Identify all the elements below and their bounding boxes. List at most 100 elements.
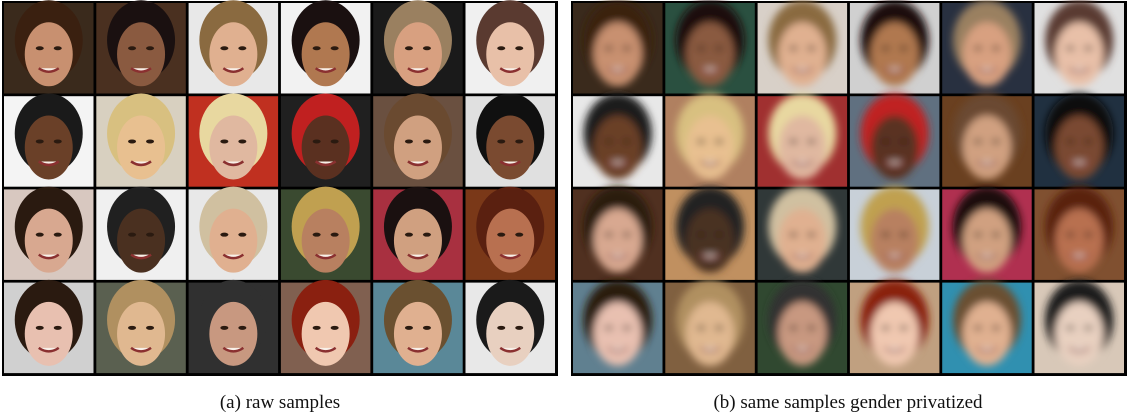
skin — [486, 22, 534, 86]
image-tile — [758, 187, 848, 280]
eye — [715, 326, 723, 330]
skin — [25, 302, 73, 366]
skin — [1055, 115, 1103, 179]
skin — [302, 209, 350, 273]
image-tile — [281, 187, 371, 280]
eye — [882, 233, 890, 237]
skin — [209, 22, 257, 86]
skin — [594, 115, 642, 179]
skin — [209, 302, 257, 366]
mouth — [131, 348, 151, 352]
eye — [807, 46, 815, 50]
mouth — [885, 161, 905, 165]
eye — [992, 233, 1000, 237]
eye — [882, 326, 890, 330]
image-tile — [665, 187, 755, 280]
mouth — [792, 161, 812, 165]
eye — [1084, 326, 1092, 330]
eye — [405, 326, 413, 330]
eye — [497, 233, 505, 237]
mouth — [500, 255, 520, 259]
mouth — [792, 68, 812, 72]
eye — [331, 46, 339, 50]
image-tile — [942, 280, 1031, 373]
mouth — [131, 68, 151, 72]
skin — [871, 115, 919, 179]
eye — [146, 233, 154, 237]
image-tile — [573, 187, 663, 280]
mouth — [1069, 68, 1089, 72]
image-tile — [189, 187, 279, 280]
image-tile — [373, 187, 463, 280]
skin — [394, 115, 442, 179]
mouth — [885, 68, 905, 72]
mouth — [500, 348, 520, 352]
eye — [715, 233, 723, 237]
skin — [963, 302, 1011, 366]
image-tile — [1035, 0, 1125, 93]
mouth — [608, 348, 628, 352]
skin — [302, 115, 350, 179]
skin — [394, 209, 442, 273]
eye — [238, 233, 246, 237]
eye — [697, 326, 705, 330]
eye — [807, 139, 815, 143]
eye — [423, 139, 431, 143]
skin — [486, 209, 534, 273]
skin — [686, 302, 734, 366]
eye — [423, 46, 431, 50]
image-tile — [573, 280, 663, 373]
skin — [778, 302, 826, 366]
eye — [1084, 46, 1092, 50]
skin — [1055, 22, 1103, 86]
eye — [128, 46, 136, 50]
skin — [486, 302, 534, 366]
eye — [515, 233, 523, 237]
image-tile — [373, 93, 463, 186]
eye — [331, 139, 339, 143]
image-tile — [189, 0, 279, 93]
eye — [715, 139, 723, 143]
mouth — [608, 255, 628, 259]
eye — [715, 46, 723, 50]
mouth — [500, 161, 520, 165]
image-tile — [281, 0, 371, 93]
skin — [302, 302, 350, 366]
eye — [497, 46, 505, 50]
mouth — [316, 161, 336, 165]
page: {"figure": {"panels": [{"caption": "(a) … — [0, 0, 1127, 416]
skin — [117, 22, 165, 86]
mouth — [700, 255, 720, 259]
skin — [394, 22, 442, 86]
eye — [313, 233, 321, 237]
eye — [423, 233, 431, 237]
mouth — [316, 255, 336, 259]
skin — [25, 22, 73, 86]
image-tile — [758, 0, 848, 93]
eye — [807, 326, 815, 330]
eye — [789, 139, 797, 143]
eye — [313, 46, 321, 50]
image-tile — [665, 280, 755, 373]
skin — [117, 209, 165, 273]
skin — [963, 209, 1011, 273]
eye — [405, 46, 413, 50]
eye — [623, 139, 631, 143]
eye — [497, 139, 505, 143]
eye — [974, 139, 982, 143]
eye — [238, 46, 246, 50]
eye — [900, 46, 908, 50]
image-tile — [96, 93, 186, 186]
image-tile — [96, 0, 186, 93]
eye — [313, 326, 321, 330]
skin — [871, 302, 919, 366]
image-tile — [850, 280, 940, 373]
eye — [423, 326, 431, 330]
image-tile — [850, 0, 940, 93]
eye — [623, 326, 631, 330]
eye — [238, 139, 246, 143]
mouth — [1069, 348, 1089, 352]
mouth — [131, 161, 151, 165]
eye — [1066, 139, 1074, 143]
skin — [871, 22, 919, 86]
